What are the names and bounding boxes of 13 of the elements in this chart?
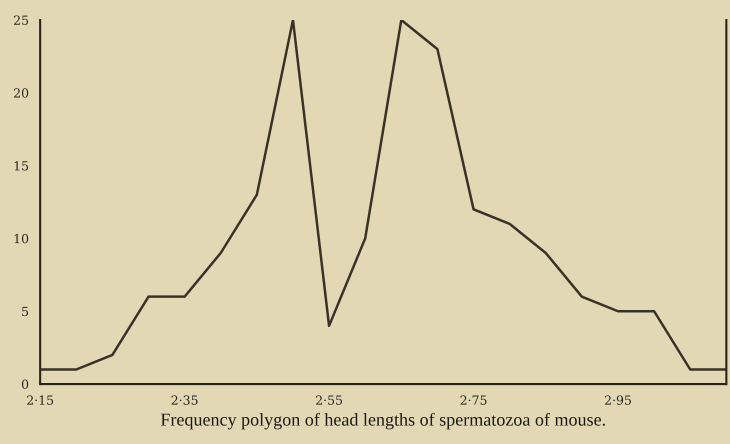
y-tick-label: 20 [14,88,28,98]
y-tick-label: 0 [22,380,28,389]
y-tick-label: 10 [14,234,28,244]
y-tick-label: 5 [22,306,28,316]
x-tick-label: 2·35 [172,395,198,405]
x-tick-label: 2·75 [460,395,486,405]
y-tick-label: 25 [14,15,28,25]
x-axis-title: Frequency polygon of head lengths of spermatozoa of mouse. [160,412,605,430]
x-tick-label: 2·55 [316,395,342,405]
line-series [40,20,726,371]
y-tick-label: 15 [14,161,28,171]
x-tick-label: 2·15 [27,395,54,405]
x-tick-label: 2·95 [604,395,631,405]
